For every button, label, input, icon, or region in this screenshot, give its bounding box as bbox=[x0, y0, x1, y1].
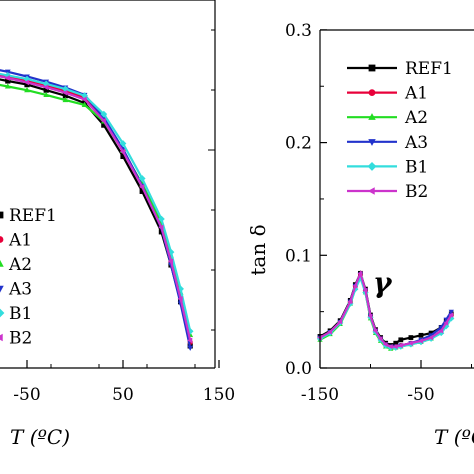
left-legend-label-ref1: REF1 bbox=[9, 206, 57, 226]
left-legend-marker-b1 bbox=[0, 308, 5, 318]
left-point-b2-2 bbox=[23, 79, 30, 86]
left-point-a2-1 bbox=[4, 83, 11, 89]
right-point-a3-18 bbox=[443, 317, 449, 323]
right-point-b2-11 bbox=[387, 343, 393, 350]
right-y-axis-label: tan δ bbox=[246, 224, 270, 275]
left-legend-marker-a1 bbox=[0, 236, 4, 243]
left-point-b2-3 bbox=[43, 84, 49, 91]
left-point-b2-12 bbox=[187, 337, 193, 344]
right-ticks: -150 -50 0.0 0.1 0.2 0.3 bbox=[285, 21, 472, 405]
right-point-b2-19 bbox=[448, 312, 454, 318]
left-legend-label-b1: B1 bbox=[9, 304, 32, 324]
left-point-a2-2 bbox=[24, 87, 30, 93]
right-point-a3-19 bbox=[448, 309, 454, 315]
left-point-b2-10 bbox=[167, 258, 174, 265]
left-point-b2-11 bbox=[177, 295, 183, 302]
left-x-tick-label--50: -50 bbox=[13, 385, 40, 405]
right-point-b2-14 bbox=[408, 340, 413, 346]
left-x-axis-label: T (ºC) bbox=[10, 425, 70, 449]
right-point-b2-6 bbox=[362, 287, 368, 293]
right-point-ref1-13 bbox=[398, 337, 404, 343]
left-plot-area bbox=[0, 69, 194, 351]
right-legend-marker-a1 bbox=[368, 89, 376, 96]
left-point-b1-7 bbox=[119, 140, 127, 147]
left-point-b1-8 bbox=[138, 175, 146, 182]
left-x-tick-label-50: 50 bbox=[112, 385, 134, 405]
right-x-axis-label: T (ºC) bbox=[434, 425, 474, 449]
left-point-b2-5 bbox=[81, 96, 87, 103]
left-point-a3-12 bbox=[187, 345, 194, 351]
right-point-ref1-14 bbox=[408, 335, 414, 340]
right-plot-area bbox=[316, 269, 455, 351]
right-x-tick-label--150: -150 bbox=[301, 385, 339, 405]
right-legend-label-ref1: REF1 bbox=[405, 59, 453, 79]
left-legend-marker-a2 bbox=[0, 259, 4, 267]
right-legend-label-b2: B2 bbox=[405, 182, 428, 202]
left-point-b2-9 bbox=[158, 224, 164, 231]
right-legend-marker-b2 bbox=[367, 187, 375, 195]
left-point-b2-6 bbox=[100, 117, 106, 124]
right-point-a3-17 bbox=[438, 325, 444, 331]
right-legend: REF1 A1 A2 A3 B1 B2 bbox=[347, 59, 453, 202]
right-point-ref1-15 bbox=[418, 332, 424, 338]
right-legend-label-b1: B1 bbox=[405, 157, 428, 177]
left-legend-marker-a3 bbox=[0, 285, 4, 293]
right-point-b2-5 bbox=[357, 270, 363, 276]
right-y-tick-label-0.1: 0.1 bbox=[285, 246, 312, 266]
right-legend-label-a2: A2 bbox=[404, 108, 428, 128]
left-point-b2-7 bbox=[119, 148, 126, 155]
left-point-a2-3 bbox=[43, 91, 50, 98]
left-ticks: -50 50 150 bbox=[13, 29, 235, 405]
gamma-annotation: γ bbox=[373, 266, 393, 299]
right-point-b2-4 bbox=[352, 283, 358, 289]
right-point-b2-2 bbox=[337, 319, 343, 325]
left-legend: REF1 A1 A2 A3 B1 B2 bbox=[0, 206, 57, 349]
left-legend-label-a3: A3 bbox=[8, 280, 32, 300]
right-y-tick-label-0.2: 0.2 bbox=[285, 134, 312, 154]
left-point-b1-6 bbox=[100, 110, 108, 118]
right-x-tick-label--50: -50 bbox=[407, 385, 434, 405]
right-legend-marker-ref1 bbox=[368, 64, 376, 72]
right-point-b2-16 bbox=[428, 334, 434, 341]
right-legend-label-a1: A1 bbox=[404, 84, 428, 104]
left-legend-label-a1: A1 bbox=[8, 231, 32, 251]
left-panel: -50 50 150 T (ºC) REF1 A1 A2 A3 B1 B2 bbox=[0, 0, 235, 449]
right-point-b2-15 bbox=[418, 338, 423, 344]
left-legend-label-a2: A2 bbox=[8, 255, 32, 275]
right-point-b2-18 bbox=[443, 320, 449, 326]
right-legend-marker-b1 bbox=[367, 161, 377, 171]
right-point-b2-1 bbox=[327, 329, 333, 335]
right-y-tick-label-0: 0.0 bbox=[285, 359, 312, 379]
right-legend-marker-a2 bbox=[368, 113, 376, 120]
left-point-a2-5 bbox=[81, 101, 88, 107]
left-point-b2-8 bbox=[139, 184, 145, 190]
right-point-b2-12 bbox=[392, 343, 398, 350]
right-point-b2-10 bbox=[382, 341, 388, 347]
right-legend-label-a3: A3 bbox=[404, 133, 428, 153]
right-point-b2-3 bbox=[347, 298, 353, 305]
right-point-b2-17 bbox=[438, 328, 444, 334]
left-point-b1-9 bbox=[158, 215, 165, 223]
right-point-b2-8 bbox=[372, 328, 378, 334]
left-point-a2-4 bbox=[62, 96, 69, 103]
left-x-tick-label-150: 150 bbox=[203, 385, 235, 405]
left-point-b2-4 bbox=[62, 89, 68, 96]
right-point-b2-13 bbox=[397, 342, 403, 349]
right-point-b2-9 bbox=[377, 336, 383, 342]
right-panel: -150 -50 0.0 0.1 0.2 0.3 tan δ T (ºC) γ REF1 A… bbox=[246, 21, 474, 449]
left-legend-marker-ref1 bbox=[0, 211, 4, 219]
right-y-tick-label-0.3: 0.3 bbox=[285, 21, 312, 41]
left-legend-label-b2: B2 bbox=[9, 329, 32, 349]
left-point-b2-1 bbox=[4, 75, 10, 81]
right-point-b2-7 bbox=[367, 313, 373, 319]
left-legend-marker-b2 bbox=[0, 333, 3, 342]
right-legend-marker-a3 bbox=[368, 139, 376, 146]
